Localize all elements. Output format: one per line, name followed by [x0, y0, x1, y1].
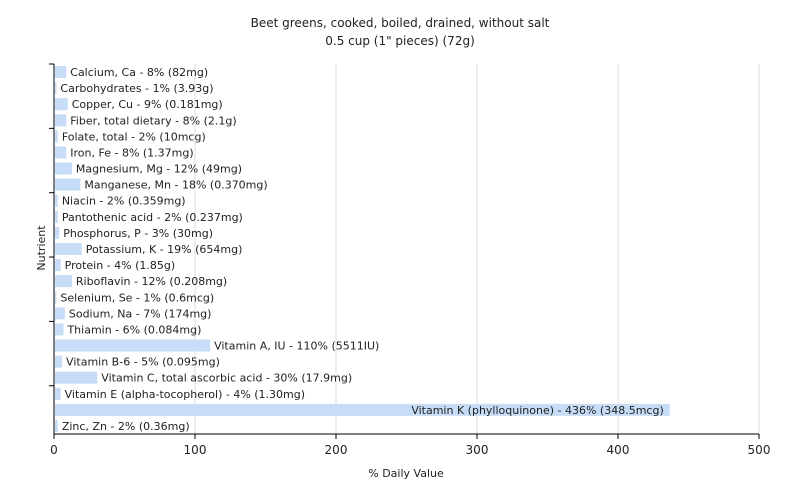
bar-label: Iron, Fe - 8% (1.37mg) [70, 146, 193, 159]
chart-subtitle: 0.5 cup (1" pieces) (72g) [325, 34, 475, 48]
bar [55, 259, 61, 272]
bar-label: Vitamin B-6 - 5% (0.095mg) [66, 356, 220, 369]
bar [55, 210, 58, 223]
bar [55, 66, 67, 79]
bar [55, 130, 58, 143]
bar [55, 307, 65, 320]
bar [55, 387, 61, 400]
bar-label: Phosphorus, P - 3% (30mg) [63, 227, 213, 240]
x-tick-label: 400 [607, 443, 630, 457]
bar-label: Folate, total - 2% (10mcg) [62, 130, 206, 143]
bar [55, 114, 67, 127]
axes: 0 100 200 300 400 500 [49, 63, 771, 457]
y-axis-label: Nutrient [35, 225, 48, 271]
bar-label: Protein - 4% (1.85g) [65, 259, 176, 272]
bar [55, 226, 60, 239]
bar [55, 371, 98, 384]
bar-label: Thiamin - 6% (0.084mg) [66, 323, 201, 336]
bar-label: Magnesium, Mg - 12% (49mg) [76, 163, 242, 176]
bar-label: Niacin - 2% (0.359mg) [62, 195, 186, 208]
bar-label: Sodium, Na - 7% (174mg) [69, 307, 212, 320]
chart-title: Beet greens, cooked, boiled, drained, wi… [251, 16, 550, 30]
bar [55, 243, 82, 255]
bar-label: Manganese, Mn - 18% (0.370mg) [84, 179, 267, 192]
bar-label: Vitamin K (phylloquinone) - 436% (348.5m… [411, 404, 663, 417]
bar [55, 82, 57, 95]
bar [55, 355, 63, 368]
bar [55, 419, 58, 432]
bar-label: Zinc, Zn - 2% (0.36mg) [62, 420, 190, 433]
bar-label: Calcium, Ca - 8% (82mg) [70, 66, 208, 79]
bar [55, 178, 81, 191]
bar-label: Copper, Cu - 9% (0.181mg) [72, 98, 223, 111]
bar-label: Vitamin E (alpha-tocopherol) - 4% (1.30m… [65, 388, 305, 401]
bar [55, 291, 57, 304]
bar [55, 98, 68, 111]
bar-label: Riboflavin - 12% (0.208mg) [76, 275, 227, 288]
x-tick-label: 500 [748, 443, 771, 457]
bar [55, 339, 211, 352]
bar-label: Vitamin A, IU - 110% (5511IU) [214, 340, 379, 353]
bar [55, 162, 72, 175]
x-tick-label: 100 [184, 443, 207, 457]
bar [55, 275, 72, 288]
bar-label: Vitamin C, total ascorbic acid - 30% (17… [101, 372, 352, 385]
bar-label: Fiber, total dietary - 8% (2.1g) [70, 114, 236, 127]
gridlines [194, 64, 760, 434]
bar [55, 323, 64, 336]
bar-label: Potassium, K - 19% (654mg) [86, 243, 243, 256]
bar-label: Carbohydrates - 1% (3.93g) [60, 82, 213, 95]
x-axis-label: % Daily Value [368, 467, 444, 480]
x-tick-label: 300 [466, 443, 489, 457]
bars: Calcium, Ca - 8% (82mg) Carbohydrates - 1… [55, 66, 670, 433]
x-tick-label: 200 [325, 443, 348, 457]
x-tick-label: 0 [50, 443, 58, 457]
bar-label: Selenium, Se - 1% (0.6mcg) [60, 291, 214, 304]
bar [55, 403, 670, 416]
bar-label: Pantothenic acid - 2% (0.237mg) [62, 211, 243, 224]
bar [55, 146, 67, 159]
bar [55, 194, 58, 207]
